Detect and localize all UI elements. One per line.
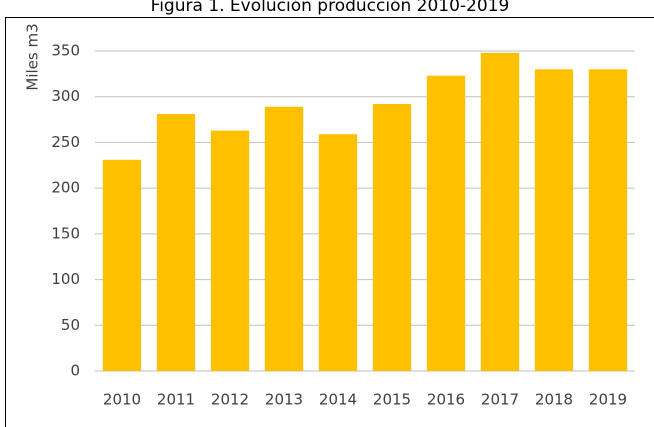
- y-tick-label: 150: [51, 224, 80, 242]
- x-tick-label: 2018: [535, 391, 573, 409]
- x-tick-label: 2016: [427, 391, 465, 409]
- y-tick-label: 350: [51, 42, 80, 60]
- x-tick-label: 2014: [319, 391, 357, 409]
- x-tick-label: 2015: [373, 391, 411, 409]
- chart-frame: [5, 17, 654, 427]
- y-axis-label: Miles m3: [24, 23, 42, 90]
- y-tick-label: 50: [61, 316, 80, 334]
- chart-title: Figura 1. Evolución producción 2010-2019: [151, 0, 510, 16]
- y-tick-label: 0: [70, 362, 80, 380]
- bar: [426, 75, 466, 371]
- bar: [588, 69, 628, 372]
- y-tick-label: 100: [51, 270, 80, 288]
- y-tick-label: 300: [51, 87, 80, 105]
- x-tick-label: 2010: [103, 391, 141, 409]
- bar: [480, 52, 520, 371]
- x-tick-label: 2013: [265, 391, 303, 409]
- x-tick-label: 2012: [211, 391, 249, 409]
- x-tick-label: 2017: [481, 391, 519, 409]
- bar: [534, 69, 574, 372]
- title-backdrop: [150, 0, 510, 17]
- x-tick-label: 2011: [157, 391, 195, 409]
- bar: [318, 134, 358, 371]
- bar: [264, 106, 304, 372]
- bar: [372, 104, 412, 372]
- bar: [210, 130, 250, 371]
- y-tick-label: 250: [51, 133, 80, 151]
- x-tick-label: 2019: [589, 391, 627, 409]
- y-tick-label: 200: [51, 179, 80, 197]
- bar: [156, 114, 196, 371]
- bar: [102, 159, 142, 371]
